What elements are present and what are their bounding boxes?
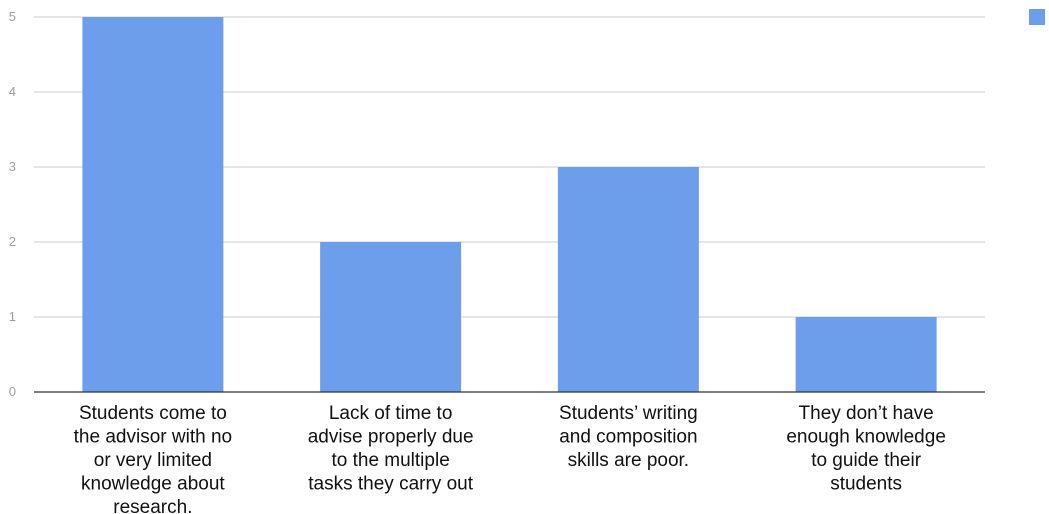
x-axis-labels: Students come to the advisor with no or ve…: [74, 403, 946, 514]
x-tick-label-1: Students come to the advisor with no or ve…: [74, 403, 232, 514]
x-tick-label-line: They don’t have: [799, 403, 934, 424]
x-tick-label-line: knowledge about: [81, 474, 225, 495]
x-tick-label-line: students: [830, 474, 902, 495]
x-tick-label-line: the advisor with no: [74, 427, 232, 448]
y-tick-label-0: 0: [9, 384, 16, 399]
bar-3: [557, 167, 699, 392]
bar-1: [82, 17, 224, 392]
x-tick-label-4: They don’t have enough knowledge to guide …: [786, 403, 946, 495]
x-tick-label-line: Students come to: [79, 403, 227, 424]
y-tick-label-2: 2: [9, 234, 16, 249]
x-tick-label-line: Lack of time to: [329, 403, 453, 424]
x-tick-label-line: tasks they carry out: [308, 474, 473, 495]
x-tick-label-line: enough knowledge: [786, 427, 946, 448]
y-tick-label-3: 3: [9, 159, 16, 174]
x-tick-label-line: to the multiple: [331, 450, 449, 471]
x-tick-label-line: to guide their: [811, 450, 922, 471]
legend-swatch: [1029, 9, 1045, 25]
x-tick-label-line: skills are poor.: [568, 450, 689, 471]
x-tick-label-2: Lack of time to advise properly due to the…: [308, 403, 474, 495]
bar-4: [795, 317, 937, 392]
y-tick-label-5: 5: [9, 9, 16, 24]
y-tick-label-1: 1: [9, 309, 16, 324]
x-tick-label-line: research.: [113, 497, 192, 514]
x-tick-label-line: or very limited: [94, 450, 212, 471]
y-tick-label-4: 4: [9, 84, 16, 99]
bars: [82, 17, 937, 392]
bar-2: [320, 242, 462, 392]
x-tick-label-line: advise properly due: [308, 427, 474, 448]
x-tick-label-line: and composition: [559, 427, 697, 448]
y-axis-ticks: 0 1 2 3 4 5: [9, 9, 16, 399]
x-tick-label-line: Students’ writing: [559, 403, 698, 424]
x-tick-label-3: Students’ writing and composition skills a…: [559, 403, 698, 471]
